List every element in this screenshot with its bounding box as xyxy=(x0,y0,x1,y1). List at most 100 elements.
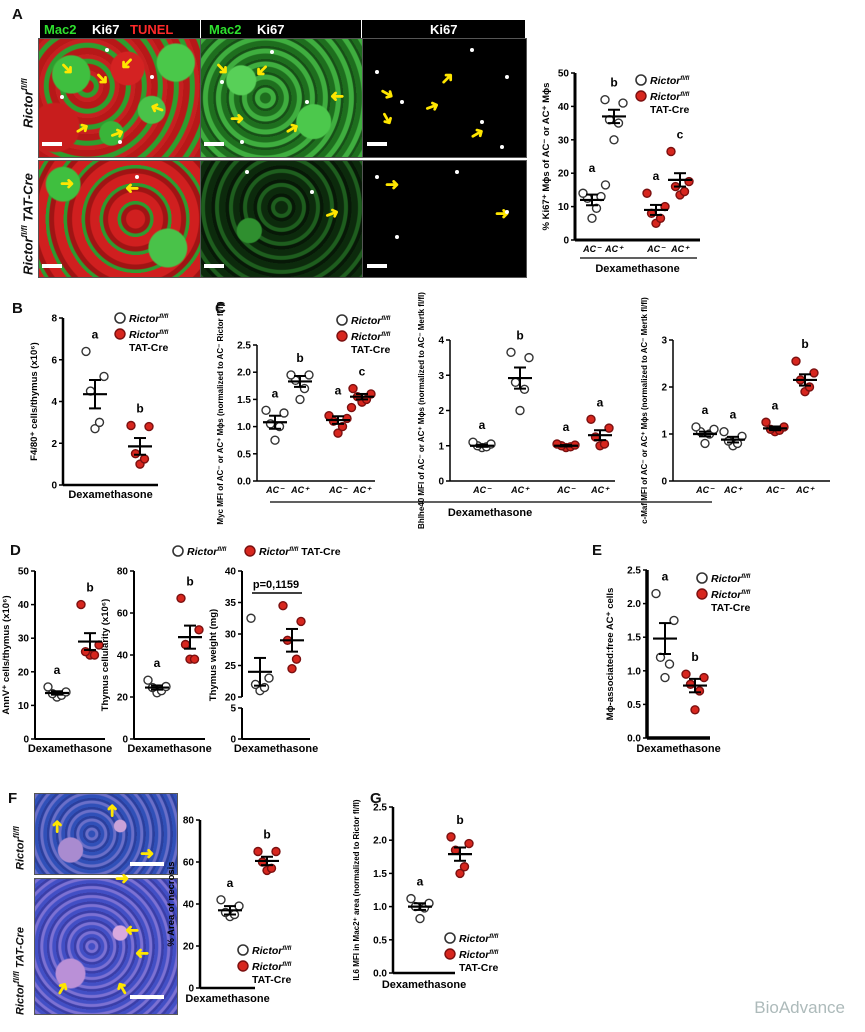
legend-cre-label: TAT-Cre xyxy=(711,602,750,614)
ki67-nucleus-dot xyxy=(455,170,459,174)
group-open: a xyxy=(143,656,171,698)
data-point xyxy=(723,436,734,446)
data-point xyxy=(600,180,611,190)
legend-open-label: Rictorfl/fl xyxy=(187,546,227,558)
y-tick-label: 0 xyxy=(438,477,444,488)
group-open: a AC⁻ xyxy=(578,161,611,254)
scale-bar xyxy=(130,862,164,866)
data-point xyxy=(265,419,276,429)
data-point xyxy=(578,188,588,198)
micrograph-mac2-ki67-control xyxy=(200,38,363,158)
label-tunel: TUNEL xyxy=(130,22,174,37)
group-open: a AC⁻ xyxy=(691,403,719,495)
y-axis-label: AnnV⁺ cells/thymus (x10⁶) xyxy=(1,595,12,714)
data-point xyxy=(287,663,297,674)
col-label-ki67: Ki67 xyxy=(362,20,525,38)
significance-letter: a xyxy=(54,663,61,677)
data-point xyxy=(719,426,729,437)
data-point xyxy=(599,439,610,449)
data-point xyxy=(304,370,314,380)
group-open: a xyxy=(81,327,109,434)
significance-letter: a xyxy=(563,420,570,434)
x-axis-label: Dexamethasone xyxy=(28,743,112,755)
data-point xyxy=(296,616,306,627)
data-point xyxy=(690,705,700,715)
group-label: AC⁺ xyxy=(290,485,310,495)
data-point xyxy=(324,411,334,421)
panel-letter-f: F xyxy=(8,790,18,807)
significance-letter: b xyxy=(186,574,193,588)
significance-letter: a xyxy=(272,386,279,400)
data-point xyxy=(279,408,289,418)
data-point xyxy=(586,414,596,425)
micrograph-ki67-control xyxy=(362,38,527,158)
data-point xyxy=(685,679,696,689)
significance-letter: b xyxy=(296,351,303,365)
data-point xyxy=(299,383,310,394)
y-tick-label: 1 xyxy=(661,430,667,441)
y-tick-label: 20 xyxy=(558,169,570,180)
data-point xyxy=(261,405,271,415)
y-tick-label: 6 xyxy=(51,355,57,366)
significance-letter: a xyxy=(653,169,660,183)
data-point xyxy=(691,422,701,432)
y-tick-label: 0 xyxy=(661,477,667,488)
group-label: AC⁻ xyxy=(265,485,285,495)
significance-letter: a xyxy=(772,398,779,412)
data-point xyxy=(510,377,521,387)
y-tick-label: 2.0 xyxy=(627,599,641,610)
data-point xyxy=(76,599,86,610)
group-red: c AC⁺ xyxy=(666,127,694,254)
y-tick-label: 40 xyxy=(183,900,195,911)
group-open: b AC⁺ xyxy=(286,351,314,495)
data-point xyxy=(459,862,470,872)
y-tick-label: 1.5 xyxy=(373,869,387,880)
data-point xyxy=(271,846,281,857)
legend-open-label: Rictorfl/fl xyxy=(459,933,499,945)
y-tick-label: 3 xyxy=(438,371,444,382)
y-tick-label: 2.0 xyxy=(373,836,387,847)
data-point xyxy=(130,448,141,459)
ki67-nucleus-dot xyxy=(135,175,139,179)
y-tick-label: 0 xyxy=(230,735,236,746)
x-axis-label: Dexamethasone xyxy=(234,743,318,755)
data-point xyxy=(126,420,136,431)
ki67-nucleus-dot xyxy=(270,50,274,54)
y-tick-label: 25 xyxy=(225,661,237,672)
legend-red-marker xyxy=(336,330,348,342)
y-tick-label: 20 xyxy=(117,693,129,704)
significance-letter: b xyxy=(86,581,93,595)
ki67-nucleus-dot xyxy=(480,120,484,124)
y-axis-label: % Area of necrosis xyxy=(166,861,177,946)
x-axis-label: Dexamethasone xyxy=(636,743,720,755)
group-label: AC⁺ xyxy=(795,485,815,495)
ki67-nucleus-dot xyxy=(375,70,379,74)
data-point xyxy=(618,98,628,108)
y-tick-label: 40 xyxy=(558,102,570,113)
ki67-nucleus-dot xyxy=(105,48,109,52)
legend-open-marker xyxy=(635,74,647,86)
significance-letter: b xyxy=(610,76,617,90)
legend-cre-label: TAT-Cre xyxy=(129,342,168,354)
legend-open-label: Rictorfl/fl xyxy=(351,315,391,327)
group-open xyxy=(246,613,274,696)
legend-open-marker xyxy=(444,932,456,944)
data-point xyxy=(791,356,801,366)
ki67-nucleus-dot xyxy=(60,95,64,99)
ki67-nucleus-dot xyxy=(118,140,122,144)
data-point xyxy=(216,895,226,905)
panel-letter-e: E xyxy=(592,542,603,559)
y-tick-label: 1.0 xyxy=(373,902,387,913)
x-axis-label: Dexamethasone xyxy=(595,263,679,275)
ki67-nucleus-dot xyxy=(470,48,474,52)
data-point xyxy=(700,438,710,449)
panel-letter-a: A xyxy=(12,6,23,23)
group-red: a AC⁺ xyxy=(586,395,614,495)
x-axis-label: Dexamethasone xyxy=(68,489,152,501)
legend-open-marker xyxy=(114,312,126,324)
data-point xyxy=(348,383,358,394)
x-axis-label: Dexamethasone xyxy=(382,979,466,991)
significance-letter: b xyxy=(263,828,270,842)
